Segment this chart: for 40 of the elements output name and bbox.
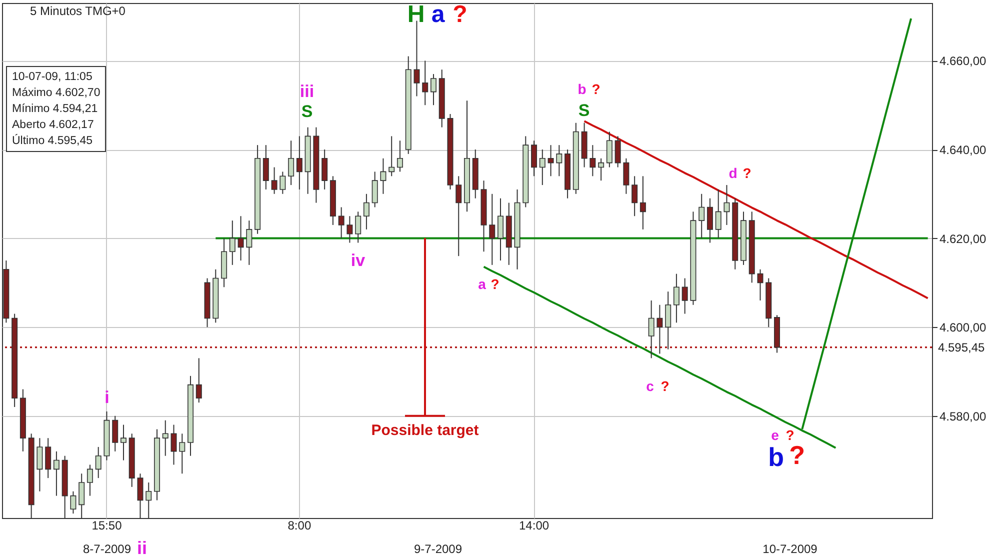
annotation: Máximo 4.602,70 xyxy=(12,86,100,101)
annotation: iii xyxy=(300,82,314,101)
annotation: Último 4.595,45 xyxy=(12,133,94,149)
x-tick-label: 15:50 xyxy=(92,518,122,532)
x-tick-label: 8:00 xyxy=(288,518,312,532)
annotation: ? xyxy=(742,165,752,181)
y-tick-label: 4.620,00 xyxy=(940,232,987,246)
ref-line-label: Possible target xyxy=(371,422,479,439)
annotation: 10-07-09, 11:05 xyxy=(12,70,94,85)
annotation: Mínimo 4.594,21 xyxy=(12,102,99,117)
y-tick-label: 4.600,00 xyxy=(940,320,987,335)
text: 8-7-2009 xyxy=(82,542,132,556)
x-tick-label: 14:00 xyxy=(519,518,550,532)
annotation: S xyxy=(578,101,590,120)
y-tick-label: 4.580,00 xyxy=(940,409,987,424)
annotation: ? xyxy=(789,440,805,470)
annotation: a xyxy=(478,276,486,292)
annotation: ? xyxy=(490,276,500,292)
annotation: c xyxy=(646,378,654,394)
annotation: ? xyxy=(452,1,468,28)
annotation: ? xyxy=(786,427,794,443)
annotation: Aberto 4.602,17 xyxy=(12,118,95,133)
y-tick-label: 4.660,00 xyxy=(940,54,987,68)
annotation: b xyxy=(578,81,586,97)
annotation: iv xyxy=(350,251,366,270)
annotation: e xyxy=(771,427,780,443)
annotation: S xyxy=(301,102,313,121)
annotation: b xyxy=(768,442,784,472)
annotation: a xyxy=(431,1,446,28)
y-tick-label: 4.640,00 xyxy=(940,143,987,158)
annotation: ? xyxy=(660,378,670,394)
annotation: H xyxy=(407,1,425,28)
text: 9-7-2009 xyxy=(414,542,462,556)
text: 10-7-2009 xyxy=(762,542,818,556)
annotation: d xyxy=(728,165,738,181)
text: ii xyxy=(136,538,148,558)
annotation: ? xyxy=(592,81,600,97)
ref-line-label: 4.595,45 xyxy=(938,340,986,354)
annotation: i xyxy=(104,388,110,407)
chart-title: 5 Minutos TMG+0 xyxy=(30,4,126,18)
